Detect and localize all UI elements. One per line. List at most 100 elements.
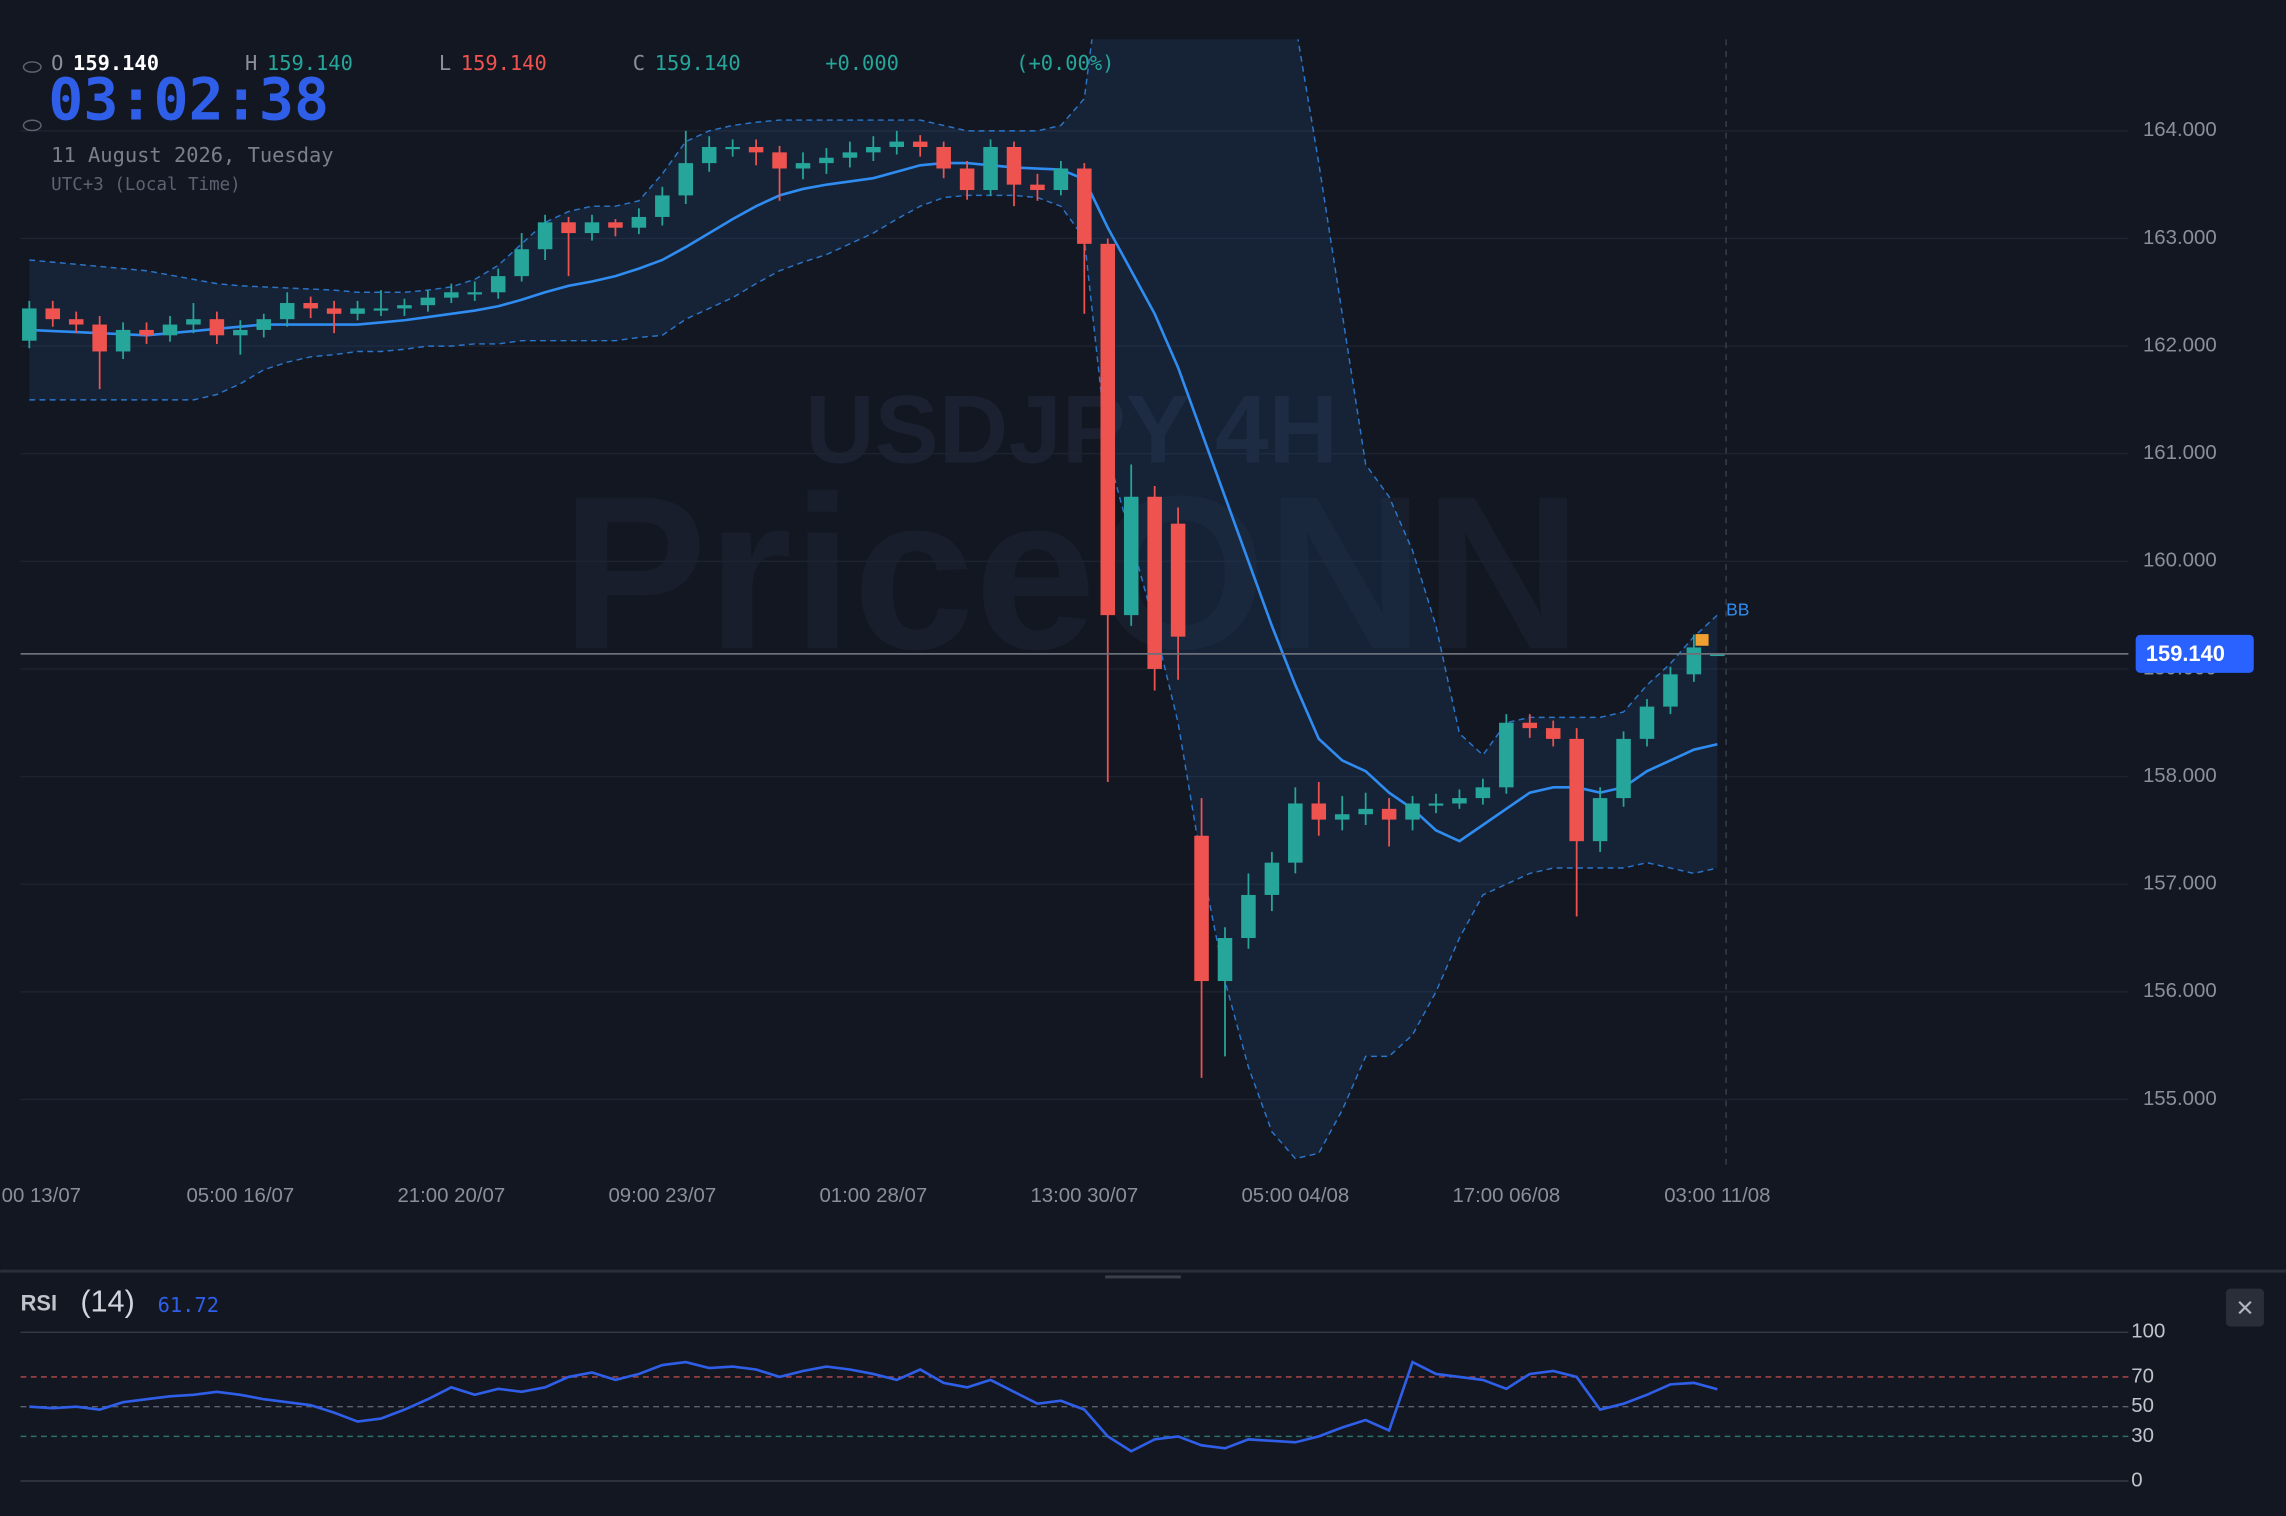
candle-body (608, 222, 623, 228)
candle-body (92, 324, 107, 352)
x-tick-label: 05:00 04/08 (1241, 1185, 1349, 1207)
candle-body (467, 292, 483, 295)
candle-body (1147, 496, 1162, 669)
candle-body (1616, 738, 1631, 799)
candle-body (256, 319, 272, 330)
band-lower (29, 194, 1718, 1160)
close-icon[interactable] (2238, 1300, 2252, 1315)
rsi-tick-label: 50 (2131, 1395, 2154, 1417)
candle-body (1499, 722, 1514, 788)
candle-body (1288, 803, 1303, 863)
candle-body (1522, 722, 1538, 729)
candle-body (1663, 674, 1678, 707)
y-tick-label: 156.000 (2143, 980, 2217, 1002)
candle-body (1334, 814, 1350, 820)
rsi-title: RSI (21, 1290, 57, 1315)
candle-body (1592, 798, 1608, 842)
candle-body (584, 222, 600, 234)
candle-body (1100, 243, 1116, 616)
candle-body (1569, 738, 1584, 842)
candle-body (490, 276, 506, 293)
last-price-label: 159.140 (2146, 641, 2225, 666)
candle-body (936, 146, 951, 169)
candle-body (514, 249, 529, 277)
close-button[interactable] (2226, 1288, 2264, 1327)
candle-body (889, 141, 905, 147)
timezone: UTC+3 (Local Time) (51, 175, 240, 195)
candle-body (162, 324, 178, 336)
y-tick-label: 163.000 (2143, 227, 2217, 249)
plot-area (20, 39, 2129, 1160)
x-tick-label: 21:00 20/07 (397, 1185, 505, 1207)
eye-icon[interactable] (22, 61, 42, 73)
candle-body (279, 303, 295, 320)
candle-body (1475, 787, 1491, 799)
candle-body (983, 146, 998, 191)
rsi-tick-label: 30 (2131, 1425, 2154, 1447)
candle-body (631, 216, 647, 228)
band-fill (29, 39, 1718, 1159)
candle-body (115, 329, 131, 352)
x-tick-label: 01:00 28/07 (819, 1185, 927, 1207)
candle-body (326, 308, 342, 314)
candle-body (444, 292, 459, 298)
close-label: C (633, 51, 645, 75)
candle-body (1405, 803, 1420, 820)
low-label: L (439, 51, 451, 75)
candle-body (186, 319, 201, 325)
candle-body (373, 308, 389, 311)
y-tick-label: 162.000 (2143, 334, 2217, 356)
candle-body (350, 308, 365, 314)
candle-body (772, 152, 787, 169)
candle-body (748, 146, 764, 153)
candle-body (45, 308, 61, 320)
y-tick-label: 160.000 (2143, 550, 2217, 572)
candle-body (303, 303, 318, 309)
marker (1695, 634, 1709, 646)
x-tick-label: 13:00 30/07 (1030, 1185, 1138, 1207)
legend-header: O 159.140 H 159.140 L 159.140 C 159.140 … (22, 51, 1114, 195)
candle-body (959, 168, 975, 191)
rsi-tick-label: 70 (2131, 1365, 2154, 1387)
candle-body (22, 308, 37, 341)
candle-body (420, 297, 436, 306)
candle-body (1053, 168, 1069, 191)
candle-body (1241, 894, 1256, 938)
candle-body (139, 329, 154, 336)
candle-body (1545, 728, 1561, 739)
clock: 03:02:38 (48, 66, 329, 134)
candle-body (1311, 803, 1327, 820)
candle-body (701, 146, 717, 164)
eye-icon[interactable] (22, 119, 42, 132)
low-value: 159.140 (461, 51, 547, 75)
y-tick-label: 157.000 (2143, 873, 2217, 895)
candle-body (842, 152, 858, 158)
candle-body (678, 163, 694, 196)
rsi-tick-label: 100 (2131, 1321, 2165, 1343)
candle-body (819, 157, 834, 164)
rsi-current: 61.72 (158, 1293, 219, 1317)
rsi-line (29, 1360, 1718, 1453)
candle-body (1217, 937, 1233, 982)
band-label: BB (1726, 599, 1749, 619)
open-value: 159.140 (73, 51, 159, 75)
candle-body (68, 319, 84, 325)
candle-body (866, 146, 881, 153)
candle-body (1006, 146, 1022, 185)
candle-body (1381, 808, 1397, 820)
high-value: 159.140 (267, 51, 353, 75)
candle-body (1030, 184, 1045, 191)
date: 11 August 2026, Tuesday (51, 143, 333, 167)
last-price-badge (2135, 634, 2254, 673)
rsi-tick-label: 0 (2131, 1469, 2142, 1491)
candle-body (725, 146, 740, 150)
candle-body (1170, 523, 1186, 637)
high-label: H (245, 51, 257, 75)
candle-body (233, 329, 248, 336)
candle-body (1077, 168, 1092, 244)
x-tick-label: 09:00 23/07 (608, 1185, 716, 1207)
axes: 155.000156.000157.000158.000159.000160.0… (2, 119, 2217, 1207)
